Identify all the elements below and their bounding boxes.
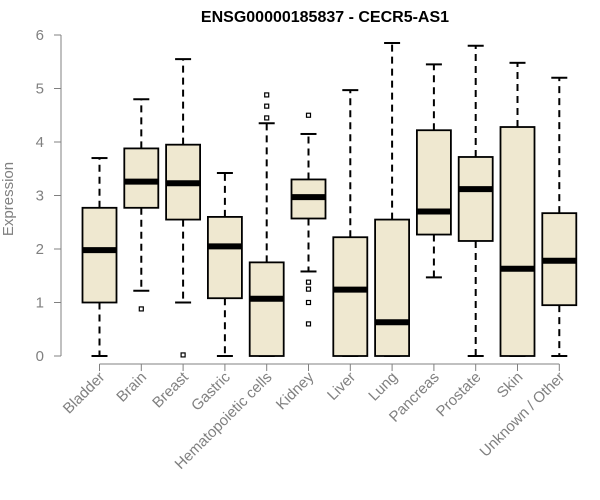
y-tick-label-5: 5 bbox=[36, 81, 44, 98]
box-prostate bbox=[457, 44, 494, 357]
box-pancreas bbox=[415, 63, 452, 279]
outlier-kidney-0 bbox=[305, 112, 312, 118]
chart-title: ENSG00000185837 - CECR5-AS1 bbox=[201, 9, 449, 26]
y-tick-label-4: 4 bbox=[36, 134, 44, 151]
x-tick-label-lung: Lung bbox=[365, 369, 401, 405]
iqr-box-brain bbox=[123, 147, 160, 209]
box-breast bbox=[165, 58, 202, 358]
x-tick-label-bladder: Bladder bbox=[60, 369, 109, 418]
outlier-kidney-3 bbox=[305, 299, 312, 306]
outlier-kidney-1 bbox=[305, 279, 312, 285]
outlier-hematopoietic-cells-1 bbox=[264, 103, 270, 109]
iqr-box-bladder bbox=[81, 206, 118, 304]
iqr-box-lung bbox=[374, 218, 411, 357]
outlier-kidney-4 bbox=[305, 321, 312, 327]
y-tick-label-3: 3 bbox=[36, 188, 44, 205]
iqr-box-gastric bbox=[206, 215, 243, 300]
box-liver bbox=[332, 89, 369, 357]
x-tick-label-breast: Breast bbox=[149, 368, 192, 411]
y-axis-label: Expression bbox=[0, 162, 17, 236]
x-tick-label-prostate: Prostate bbox=[433, 369, 485, 421]
y-tick-label-2: 2 bbox=[36, 241, 44, 258]
box-lung bbox=[374, 42, 411, 357]
x-tick-label-liver: Liver bbox=[324, 369, 359, 404]
y-tick-label-6: 6 bbox=[36, 27, 44, 44]
iqr-box-hematopoietic-cells bbox=[248, 261, 285, 357]
outlier-brain-0 bbox=[138, 306, 144, 312]
iqr-box-prostate bbox=[457, 156, 494, 242]
iqr-box-pancreas bbox=[415, 129, 452, 236]
outlier-kidney-2 bbox=[305, 286, 312, 292]
box-unknown-other bbox=[541, 76, 578, 357]
box-skin bbox=[499, 61, 536, 357]
iqr-box-liver bbox=[332, 236, 369, 357]
box-gastric bbox=[206, 172, 243, 357]
y-axis: 0 1 2 3 4 5 6 bbox=[36, 27, 62, 365]
x-tick-label-kidney: Kidney bbox=[273, 368, 318, 413]
y-tick-label-0: 0 bbox=[36, 348, 44, 365]
outlier-hematopoietic-cells-2 bbox=[264, 92, 270, 98]
box-kidney bbox=[290, 112, 327, 327]
box-bladder bbox=[81, 157, 118, 357]
x-tick-label-brain: Brain bbox=[113, 369, 150, 406]
boxes-group bbox=[81, 42, 578, 358]
box-brain bbox=[123, 98, 160, 312]
x-tick-label-skin: Skin bbox=[494, 369, 527, 402]
outlier-hematopoietic-cells-0 bbox=[264, 115, 270, 121]
outlier-breast-0 bbox=[180, 352, 186, 358]
iqr-box-skin bbox=[499, 126, 536, 357]
y-tick-label-1: 1 bbox=[36, 295, 44, 312]
box-hematopoietic-cells bbox=[248, 92, 285, 357]
